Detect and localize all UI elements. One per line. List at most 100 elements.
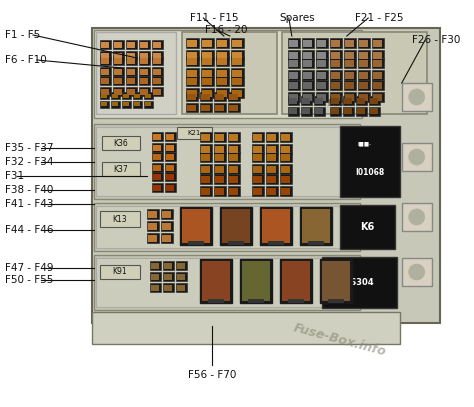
Text: F47 - F49: F47 - F49 — [5, 263, 54, 273]
Bar — [229, 145, 238, 153]
Bar — [140, 68, 148, 74]
Bar — [372, 50, 384, 60]
Bar — [164, 274, 173, 280]
Bar — [266, 174, 278, 184]
Bar — [144, 92, 153, 99]
Bar — [114, 77, 122, 83]
Bar — [268, 241, 284, 245]
Bar — [161, 233, 173, 243]
Bar — [289, 39, 298, 46]
Bar — [215, 166, 224, 173]
Bar — [152, 51, 163, 60]
Bar — [101, 57, 109, 63]
Bar — [201, 188, 210, 195]
Bar — [166, 133, 174, 140]
Text: F41 - F43: F41 - F43 — [5, 199, 54, 209]
Bar — [344, 80, 356, 90]
Bar — [370, 108, 378, 114]
Bar — [200, 186, 212, 196]
Bar — [215, 153, 224, 160]
Bar — [289, 52, 298, 59]
Bar — [177, 127, 212, 139]
Bar — [186, 92, 198, 101]
Bar — [152, 152, 163, 161]
Bar — [166, 153, 174, 160]
Bar — [96, 32, 176, 114]
Bar — [133, 92, 142, 99]
Bar — [373, 39, 382, 46]
Bar — [359, 39, 368, 46]
Bar — [288, 107, 299, 116]
Bar — [289, 59, 298, 66]
Bar — [166, 164, 174, 171]
Bar — [147, 221, 159, 231]
Text: K21: K21 — [187, 130, 201, 136]
Bar — [330, 50, 342, 60]
Bar — [100, 56, 111, 65]
Bar — [164, 284, 173, 291]
Bar — [101, 53, 109, 59]
Bar — [231, 76, 244, 86]
Bar — [358, 50, 370, 60]
Bar — [166, 184, 174, 190]
Bar — [176, 283, 187, 292]
Bar — [356, 107, 367, 116]
Bar — [113, 40, 124, 49]
Bar — [154, 184, 161, 190]
Text: I01068: I01068 — [355, 168, 384, 177]
Bar — [216, 38, 229, 48]
Bar — [154, 164, 161, 171]
Bar — [163, 272, 174, 281]
Bar — [228, 241, 244, 245]
Bar — [216, 56, 229, 66]
Bar — [102, 136, 140, 150]
Bar — [253, 175, 262, 182]
Bar — [154, 57, 161, 63]
Bar — [282, 261, 310, 301]
Bar — [150, 283, 161, 292]
Bar — [101, 77, 109, 83]
Bar — [253, 145, 262, 153]
Bar — [358, 92, 370, 102]
Bar — [228, 164, 240, 174]
Bar — [140, 77, 148, 83]
Bar — [317, 39, 326, 46]
Bar — [214, 144, 226, 154]
Bar — [359, 59, 368, 66]
Text: F1 - F5: F1 - F5 — [5, 30, 40, 40]
Bar — [146, 102, 151, 106]
Bar — [372, 80, 384, 90]
Bar — [372, 92, 384, 102]
Bar — [187, 90, 197, 96]
Bar — [229, 175, 238, 182]
Bar — [266, 132, 278, 142]
Bar — [302, 70, 314, 80]
Bar — [232, 57, 242, 64]
Bar — [330, 38, 342, 48]
Bar — [373, 52, 382, 59]
Bar — [402, 83, 432, 111]
Bar — [100, 92, 109, 99]
Bar — [330, 70, 342, 80]
Bar — [228, 103, 240, 112]
Bar — [344, 92, 356, 102]
Bar — [161, 221, 173, 231]
Bar — [148, 223, 157, 230]
Bar — [288, 92, 300, 102]
Bar — [357, 108, 365, 114]
Bar — [202, 261, 230, 301]
Bar — [113, 67, 124, 76]
Bar — [345, 72, 354, 79]
Bar — [302, 58, 314, 68]
Bar — [152, 40, 163, 49]
Bar — [240, 259, 272, 303]
Bar — [165, 143, 176, 152]
Bar — [180, 207, 212, 245]
Bar — [164, 263, 173, 269]
Bar — [331, 81, 340, 88]
Bar — [369, 107, 380, 116]
Bar — [232, 39, 242, 46]
Bar — [331, 52, 340, 59]
Bar — [266, 186, 278, 196]
Text: K6304: K6304 — [345, 278, 374, 287]
